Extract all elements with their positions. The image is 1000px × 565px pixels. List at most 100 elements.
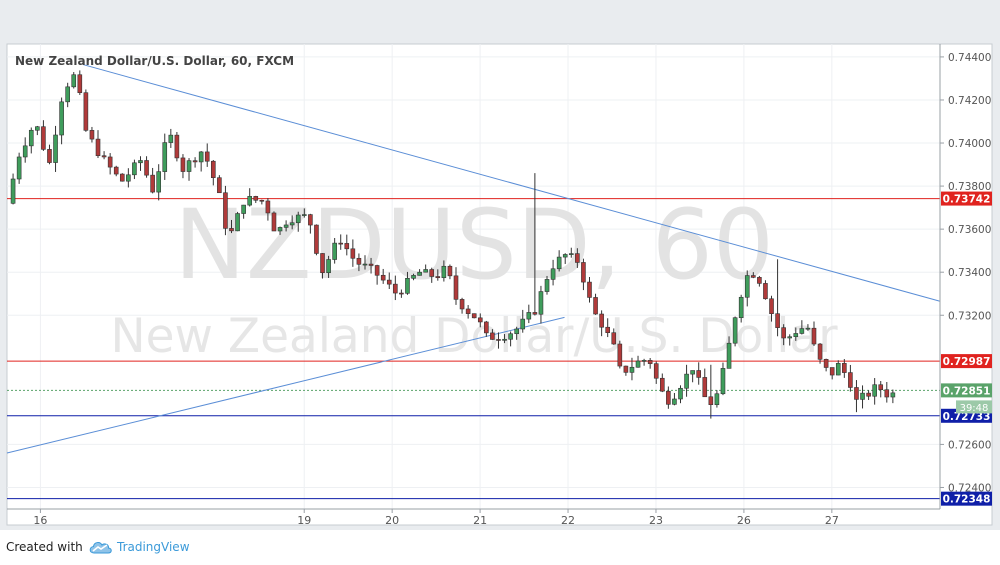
candle-body [471, 313, 477, 319]
candle-body [295, 214, 301, 224]
candle-body [793, 333, 799, 338]
candle-body [423, 269, 428, 273]
candle-body [684, 373, 689, 389]
x-tick-label: 20 [385, 514, 399, 527]
candle-body [283, 224, 289, 228]
candlestick-chart[interactable]: NZDUSD, 60 New Zealand Dollar/U.S. Dolla… [0, 0, 1000, 530]
candle-body [623, 365, 629, 373]
candle-body [490, 332, 495, 340]
candle-body [550, 268, 556, 280]
candle-body [180, 157, 186, 172]
candle-body [872, 384, 877, 397]
trendlines [6, 63, 941, 454]
y-tick-label: 0.72600 [948, 439, 991, 451]
candle-body [10, 178, 16, 204]
candle-body [653, 363, 659, 379]
candle-body [22, 145, 28, 158]
level-price-label: 0.73742 [943, 194, 991, 206]
candle-body [520, 318, 526, 330]
tradingview-link[interactable]: TradingView [117, 540, 190, 554]
candle-body [247, 196, 253, 206]
candle-body [71, 74, 77, 88]
level-price-label: 0.72733 [943, 411, 991, 423]
y-tick-label: 0.72400 [948, 482, 991, 494]
candle-body [229, 228, 234, 232]
candle-body [508, 333, 513, 340]
candle-body [16, 156, 22, 180]
candle-body [380, 274, 386, 281]
candle-body [235, 213, 240, 232]
candle-body [496, 339, 501, 341]
x-tick-label: 27 [825, 514, 839, 527]
candle-body [204, 151, 210, 162]
y-tick-label: 0.74000 [948, 138, 991, 150]
candle-body [848, 372, 853, 388]
candle-body [805, 327, 811, 330]
footer: Created with TradingView [0, 530, 1000, 565]
level-price-tag [941, 491, 992, 506]
candle-body [350, 248, 356, 259]
candle-body [890, 392, 896, 398]
candle-body [59, 101, 64, 136]
price-tags: 0.73742 0.72987 0.72733 0.72348 0.72851 39:48 [941, 191, 992, 506]
chart-area[interactable]: NZDUSD, 60 New Zealand Dollar/U.S. Dolla… [0, 0, 1000, 530]
current-price-label: 0.72851 [943, 385, 991, 397]
candle-body [866, 392, 871, 397]
candle-body [611, 332, 617, 345]
candle-body [162, 142, 168, 172]
time-axis[interactable]: 16 19 20 21 22 23 26 27 [33, 509, 839, 527]
candle-body [575, 253, 580, 263]
candle-body [302, 214, 307, 216]
candle-body [581, 262, 586, 283]
candle-body [556, 256, 562, 270]
candle-body [174, 134, 180, 159]
candle-body [119, 173, 125, 182]
candle-body [702, 377, 708, 398]
candle-body [860, 392, 865, 400]
candle-body [41, 126, 46, 150]
candle-body [132, 162, 137, 176]
candle-body [374, 265, 380, 276]
candle-body [544, 279, 550, 292]
candle-body [502, 338, 507, 341]
candle-body [332, 242, 337, 260]
price-axis[interactable]: 0.74400 0.74200 0.74000 0.73800 0.73600 0.734… [940, 52, 991, 495]
candle-body [751, 275, 756, 278]
candle-body [271, 212, 277, 232]
candle-body [690, 370, 695, 375]
y-tick-label: 0.74400 [948, 52, 991, 64]
candle-body [757, 277, 762, 284]
candle-body [732, 317, 738, 344]
candle-body [210, 160, 216, 178]
candle-body [526, 312, 532, 320]
x-tick-label: 19 [297, 514, 311, 527]
cloud-icon[interactable] [88, 539, 114, 555]
y-tick-label: 0.73800 [948, 181, 991, 193]
candle-body [884, 389, 890, 398]
candle-body [763, 283, 768, 300]
countdown-tag [956, 400, 992, 414]
candle-body [787, 336, 793, 339]
trendline [6, 316, 565, 454]
candle-body [842, 363, 847, 373]
level-price-label: 0.72348 [943, 494, 991, 506]
candle-body [708, 396, 714, 405]
candle-body [465, 308, 471, 314]
trendline [82, 63, 941, 302]
created-with-label: Created with [6, 540, 83, 554]
candle-body [672, 398, 677, 405]
candle-body [781, 327, 786, 339]
candle-body [435, 276, 441, 279]
candle-body [659, 377, 665, 392]
candle-body [641, 360, 647, 362]
candle-body [277, 227, 283, 232]
candle-body [113, 166, 119, 175]
candle-body [617, 343, 623, 367]
candle-body [799, 328, 805, 334]
candle-body [223, 192, 228, 229]
candle-body [714, 393, 720, 405]
candle-body [241, 204, 246, 214]
candle-body [647, 360, 653, 364]
candle-body [144, 160, 149, 176]
candle-body [405, 277, 410, 294]
